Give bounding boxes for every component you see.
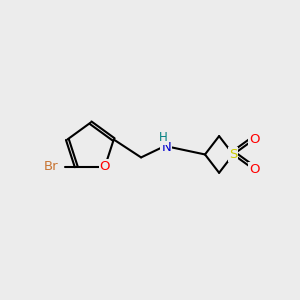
Text: O: O xyxy=(249,163,259,176)
Text: O: O xyxy=(100,160,110,173)
Text: N: N xyxy=(161,140,171,154)
Text: S: S xyxy=(229,148,237,161)
Text: H: H xyxy=(159,131,168,144)
Text: Br: Br xyxy=(44,160,58,173)
Text: O: O xyxy=(249,133,259,146)
